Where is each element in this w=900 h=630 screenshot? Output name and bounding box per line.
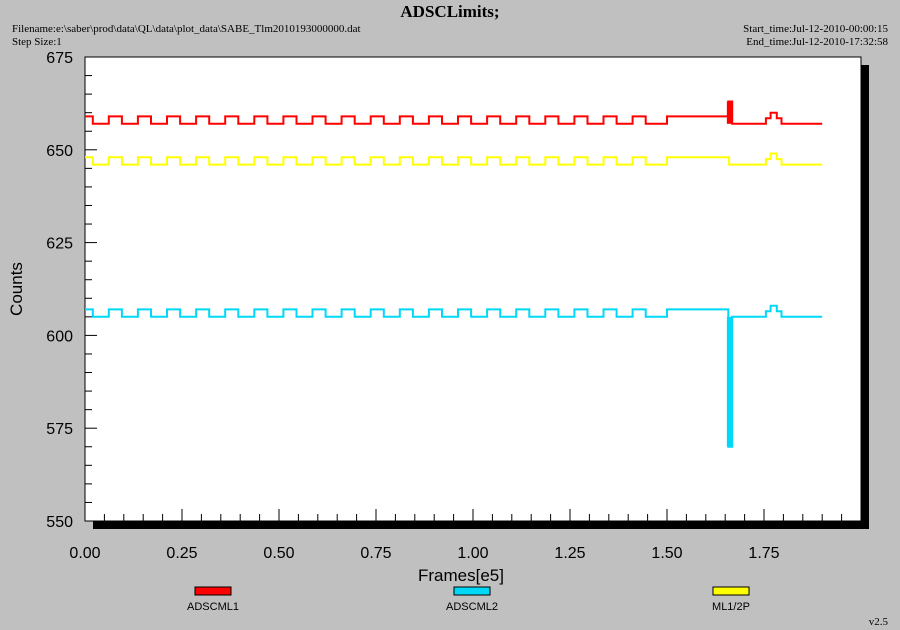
legend-swatch-1 [194,586,232,596]
y-tick-label: 675 [46,50,73,67]
series-line-1 [85,100,823,125]
legend-label-1: ADSCML1 [187,601,239,613]
time-info: Start_time:Jul-12-2010-00:00:15 End_time… [743,23,888,49]
legend-swatch-2 [453,586,491,596]
version-label: v2.5 [868,616,888,628]
x-tick-label: 0.25 [166,545,197,562]
legend-label-2: ADSCML2 [446,601,498,613]
x-tick-label: 1.00 [457,545,488,562]
y-tick-label: 650 [46,143,73,160]
series-line-2 [85,304,823,448]
y-tick-label: 600 [46,328,73,345]
x-tick-label: 0.75 [360,545,391,562]
step-size-label: Step Size:1 [12,36,62,48]
start-time-label: Start_time:Jul-12-2010-00:00:15 [743,23,888,35]
y-axis-title: Counts [7,262,26,316]
x-tick-label: 0.50 [263,545,294,562]
x-axis-title: Frames[e5] [418,566,504,585]
y-tick-label: 575 [46,421,73,438]
x-tick-label: 1.75 [748,545,779,562]
plot-area [84,56,862,522]
file-info: Filename:e:\saber\prod\data\QL\data\plot… [12,23,361,49]
series-spike-1 [726,101,733,124]
chart-title: ADSCLimits; [400,2,500,21]
series-spike-2 [726,316,733,447]
x-tick-label: 0.00 [69,545,100,562]
y-tick-label: 625 [46,236,73,253]
legend-label-3: ML1/2P [712,601,750,613]
y-tick-label: 550 [46,514,73,531]
x-tick-label: 1.25 [554,545,585,562]
filename-label: Filename:e:\saber\prod\data\QL\data\plot… [12,23,361,35]
series-line-3 [85,152,823,166]
end-time-label: End_time:Jul-12-2010-17:32:58 [746,36,888,48]
legend-swatch-3 [712,586,750,596]
x-tick-label: 1.50 [651,545,682,562]
